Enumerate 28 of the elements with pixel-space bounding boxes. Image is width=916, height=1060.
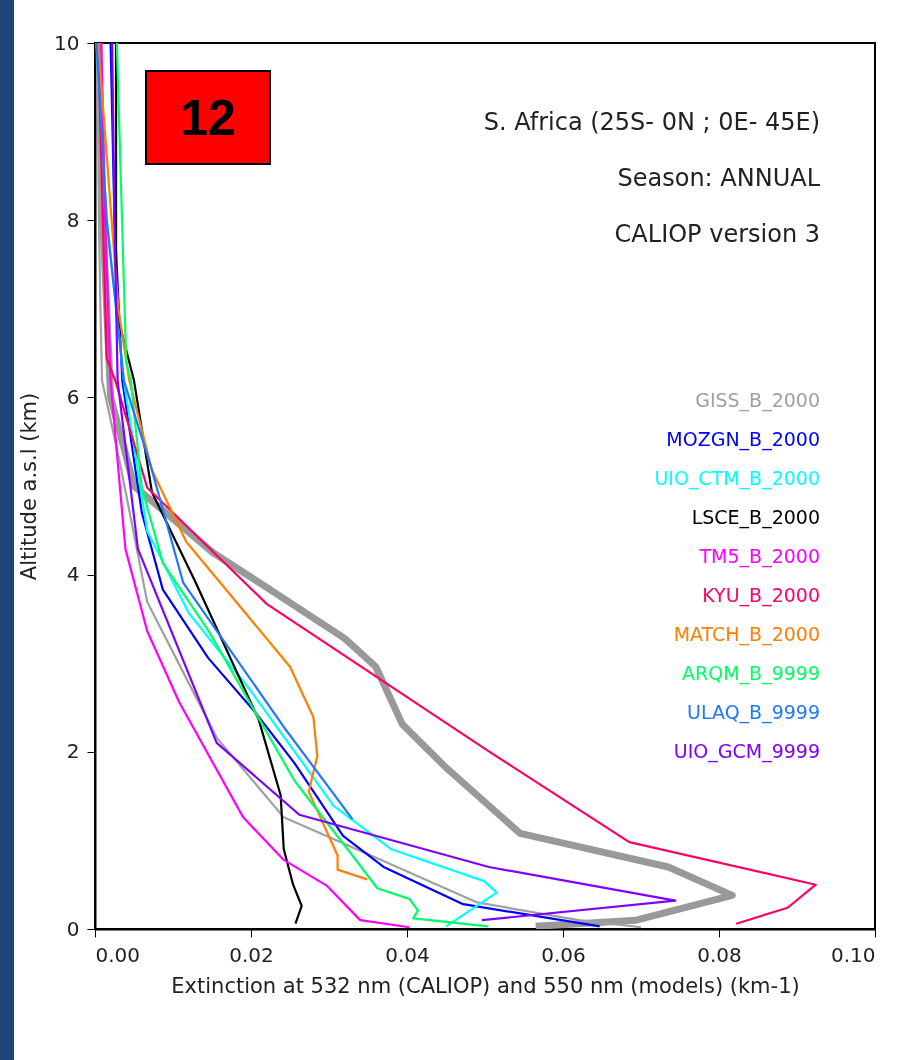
text: UIO_GCM_9999 <box>673 740 820 763</box>
text: TM5_B_2000 <box>698 545 820 568</box>
y-tick-label: 0 <box>66 916 80 941</box>
label-box: 12 <box>145 70 271 165</box>
text: LSCE_B_2000 <box>691 506 820 529</box>
y-tick-label: 6 <box>66 384 80 409</box>
x-tick-label: 0.06 <box>541 942 586 967</box>
y-axis-title: Altitude a.s.l (km) <box>17 392 42 581</box>
text: UIO_CTM_B_2000 <box>654 467 820 490</box>
text: GISS_B_2000 <box>695 389 820 412</box>
x-tick-label: 0.02 <box>229 942 274 967</box>
text: ULAQ_B_9999 <box>687 701 820 724</box>
y-tick-label: 10 <box>54 30 80 55</box>
x-tick-label: 0.08 <box>697 942 742 967</box>
x-axis-title: Extinction at 532 nm (CALIOP) and 550 nm (models) (km-1) <box>171 973 800 998</box>
annotation: S. Africa (25S- 0N ; 0E- 45E) <box>483 108 820 136</box>
text: ARQM_B_9999 <box>682 662 820 685</box>
annotation: Season: ANNUAL <box>617 164 821 192</box>
annotation: CALIOP version 3 <box>614 220 820 248</box>
y-tick-label: 2 <box>66 739 80 764</box>
y-tick-label: 4 <box>66 562 80 587</box>
text: MATCH_B_2000 <box>673 623 820 646</box>
y-tick-label: 8 <box>66 207 80 232</box>
x-tick-label: 0.10 <box>830 942 876 967</box>
text: KYU_B_2000 <box>702 584 820 607</box>
x-tick-label: 0.00 <box>95 942 141 967</box>
x-tick-label: 0.04 <box>385 942 430 967</box>
text: MOZGN_B_2000 <box>666 428 820 451</box>
